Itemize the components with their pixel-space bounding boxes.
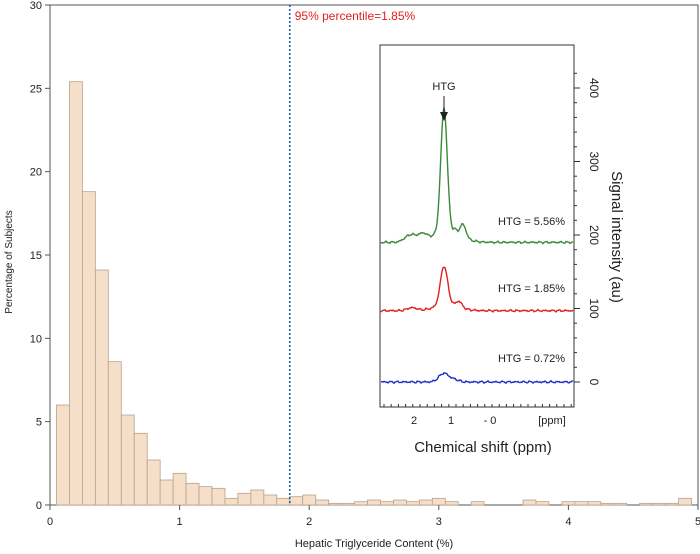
inset-x-tick-label: 2 xyxy=(411,415,417,427)
x-axis-label: Hepatic Triglyceride Content (%) xyxy=(295,538,453,550)
inset-series-label: HTG = 1.85% xyxy=(498,283,565,295)
histogram-bar xyxy=(600,502,615,506)
histogram-bar xyxy=(172,472,187,506)
histogram-bar xyxy=(418,499,433,506)
histogram-bar xyxy=(56,404,70,506)
inset-y-tick-label: 200 xyxy=(587,225,601,245)
histogram-bar xyxy=(341,502,355,506)
inset-y-tick-label: 400 xyxy=(587,78,601,98)
inset-peak-arrowhead xyxy=(440,112,448,121)
y-tick-label: 15 xyxy=(30,250,42,262)
histogram-bar xyxy=(69,81,83,506)
histogram-bar xyxy=(678,497,692,506)
histogram-bar xyxy=(561,501,576,506)
y-axis-ticks: 0 5 10 15 20 25 30 xyxy=(30,0,50,512)
histogram-bar xyxy=(159,479,174,506)
histogram-bar xyxy=(405,501,420,506)
inset-y-axis-label: Signal intensity (au) xyxy=(608,171,625,303)
histogram-bar xyxy=(380,501,394,506)
histogram-bar xyxy=(263,494,278,506)
histogram-bar xyxy=(107,361,122,506)
inset-x-tick-label: 1 xyxy=(448,415,454,427)
histogram-bars xyxy=(56,81,692,506)
histogram-bar xyxy=(133,432,148,506)
inset-peak-label: HTG xyxy=(432,81,455,93)
inset-spectrum-line xyxy=(380,107,574,245)
histogram-bar xyxy=(639,502,654,506)
histogram-bar xyxy=(535,501,550,506)
histogram-bar xyxy=(315,499,330,506)
inset-series-label: HTG = 0.72% xyxy=(498,353,565,365)
inset-x-axis-label: Chemical shift (ppm) xyxy=(414,439,552,456)
histogram-bar xyxy=(185,482,200,506)
inset-spectra xyxy=(380,107,574,385)
reference-line-label: 95% percentile=1.85% xyxy=(295,9,416,23)
histogram-bar xyxy=(613,502,628,506)
inset-spectrum: 0 100 200 300 400 2 1 - 0 [ppm] HTG HTG = 5.56%… xyxy=(379,44,625,456)
inset-x-tick-label: - 0 xyxy=(484,415,497,427)
histogram-bar xyxy=(393,499,407,506)
histogram-bar xyxy=(328,502,343,506)
histogram-bar xyxy=(94,269,109,506)
x-tick-label: 2 xyxy=(306,516,312,528)
histogram-bar xyxy=(250,489,265,506)
inset-y-tick-label: 300 xyxy=(587,151,601,171)
inset-background xyxy=(379,44,575,408)
inset-x-axis-ticks: 2 1 - 0 [ppm] xyxy=(383,404,572,427)
histogram-bar xyxy=(444,501,459,506)
inset-y-axis-ticks: 0 100 200 300 400 xyxy=(574,72,601,386)
histogram-bar xyxy=(431,497,446,506)
histogram-bar xyxy=(146,459,161,506)
histogram-bar xyxy=(120,414,135,506)
histogram-bar xyxy=(574,501,589,506)
histogram-bar xyxy=(276,497,291,506)
histogram-bar xyxy=(211,487,226,506)
y-tick-label: 0 xyxy=(36,500,42,512)
x-axis-ticks: 0 1 2 3 4 5 xyxy=(47,505,700,528)
x-tick-label: 5 xyxy=(695,516,700,528)
y-tick-label: 10 xyxy=(30,333,42,345)
y-tick-label: 5 xyxy=(36,417,42,429)
histogram-bar xyxy=(82,191,96,506)
inset-series-labels: HTG = 5.56% HTG = 1.85% HTG = 0.72% xyxy=(498,216,565,365)
histogram-bar xyxy=(470,501,485,506)
x-tick-label: 1 xyxy=(177,516,183,528)
inset-series-label: HTG = 5.56% xyxy=(498,216,565,228)
histogram-bar xyxy=(354,501,368,506)
x-tick-label: 0 xyxy=(47,516,53,528)
histogram-bar xyxy=(652,502,667,506)
histogram-bar xyxy=(224,497,239,506)
histogram-bar xyxy=(522,499,537,506)
x-tick-label: 3 xyxy=(436,516,442,528)
y-axis-label: Percentage of Subjects xyxy=(4,210,15,313)
histogram-bar xyxy=(237,492,252,506)
histogram-bar xyxy=(198,486,213,506)
histogram-bar xyxy=(289,496,304,506)
y-tick-label: 30 xyxy=(30,0,42,12)
inset-spectrum-line xyxy=(380,266,574,313)
inset-y-tick-label: 0 xyxy=(587,379,601,386)
x-tick-label: 4 xyxy=(565,516,571,528)
y-tick-label: 20 xyxy=(30,167,42,179)
histogram-bar xyxy=(302,494,317,506)
inset-x-tick-label: [ppm] xyxy=(538,415,566,427)
histogram-bar xyxy=(665,502,679,506)
inset-y-tick-label: 100 xyxy=(587,298,601,318)
histogram-bar xyxy=(587,501,602,506)
inset-spectrum-line xyxy=(380,372,574,385)
histogram-bar xyxy=(367,499,381,506)
y-tick-label: 25 xyxy=(30,83,42,95)
